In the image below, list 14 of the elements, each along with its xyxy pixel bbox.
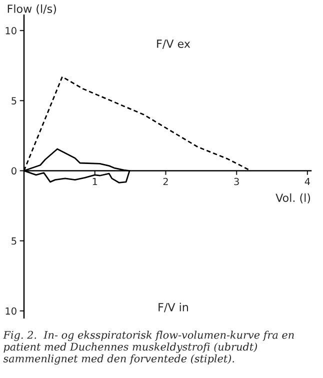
x-tick-label: 2 xyxy=(163,178,168,186)
x-tick-label: 1 xyxy=(92,178,98,186)
y-tick-label: 5 xyxy=(12,237,16,245)
caption: Fig. 2. In- og eksspiratorisk flow-volumen-kurve fra en patient med Duchennes muskeldystrofi (ubrudt) sammenlignet med den forventede (stiplet). xyxy=(3,330,294,365)
y-axis-title: Flow (l/s) xyxy=(8,4,56,14)
annotation: F/V in xyxy=(158,302,188,312)
y-tick-label: 0 xyxy=(12,167,16,175)
x-axis-title: Vol. (l) xyxy=(276,193,310,204)
annotation: F/V ex xyxy=(157,40,190,49)
y-tick-label: 10 xyxy=(6,307,16,315)
x-tick-label: 3 xyxy=(234,178,239,186)
x-tick-label: 4 xyxy=(304,178,310,186)
y-tick-label: 10 xyxy=(6,27,16,34)
y-tick-label: 5 xyxy=(12,97,16,104)
